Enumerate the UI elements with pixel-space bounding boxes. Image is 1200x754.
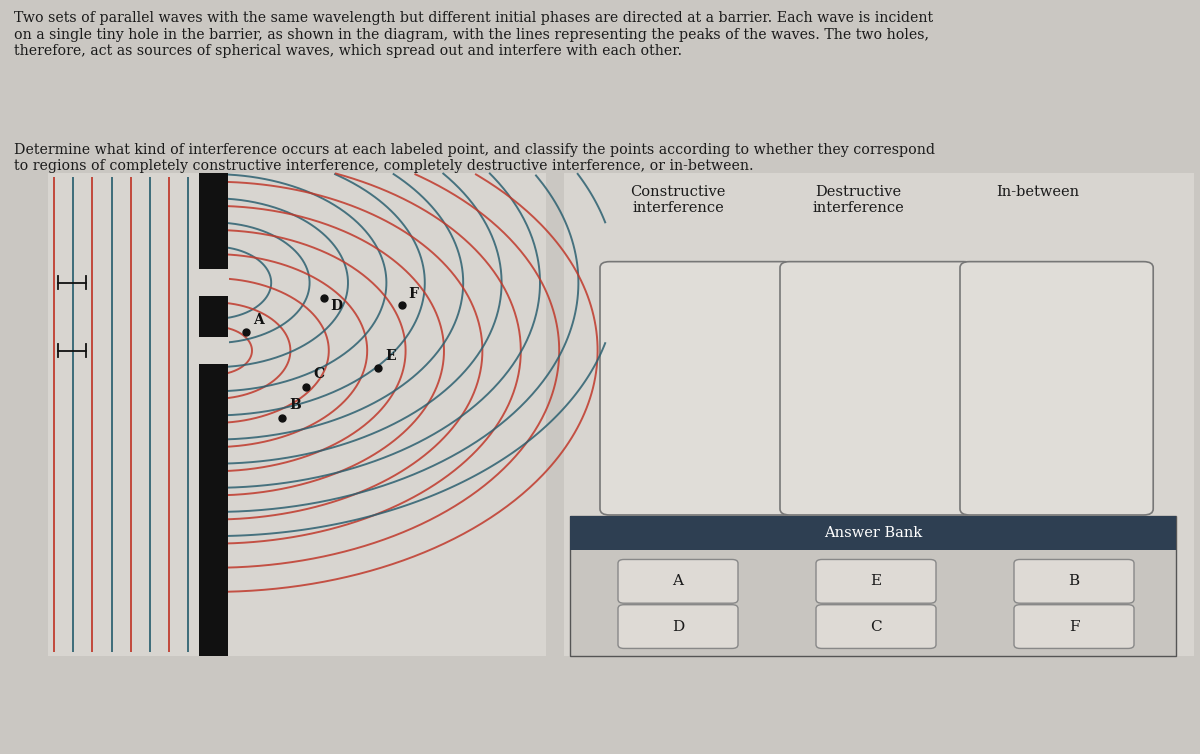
FancyBboxPatch shape <box>816 559 936 603</box>
Text: Constructive
interference: Constructive interference <box>630 185 726 215</box>
Text: B: B <box>289 398 301 412</box>
FancyBboxPatch shape <box>618 559 738 603</box>
Text: D: D <box>672 620 684 633</box>
FancyBboxPatch shape <box>960 262 1153 515</box>
Text: E: E <box>870 575 882 588</box>
Bar <box>199 173 228 656</box>
FancyBboxPatch shape <box>600 262 793 515</box>
Text: C: C <box>313 366 324 381</box>
Text: A: A <box>672 575 684 588</box>
Text: Answer Bank: Answer Bank <box>824 526 922 541</box>
Bar <box>198 269 229 296</box>
FancyBboxPatch shape <box>816 605 936 648</box>
Text: Two sets of parallel waves with the same wavelength but different initial phases: Two sets of parallel waves with the same… <box>14 11 934 58</box>
Text: B: B <box>1068 575 1080 588</box>
Bar <box>570 516 1176 550</box>
Text: F: F <box>1069 620 1079 633</box>
Text: A: A <box>253 313 264 327</box>
Text: C: C <box>870 620 882 633</box>
Bar <box>48 173 546 656</box>
Text: F: F <box>408 287 418 301</box>
Bar <box>570 516 1176 656</box>
FancyBboxPatch shape <box>780 262 973 515</box>
Text: Determine what kind of interference occurs at each labeled point, and classify t: Determine what kind of interference occu… <box>14 143 936 173</box>
Text: Destructive
interference: Destructive interference <box>812 185 904 215</box>
FancyBboxPatch shape <box>1014 605 1134 648</box>
FancyBboxPatch shape <box>618 605 738 648</box>
Text: D: D <box>330 299 342 313</box>
Text: E: E <box>385 349 396 363</box>
Bar <box>564 173 1194 656</box>
Text: In-between: In-between <box>996 185 1080 199</box>
FancyBboxPatch shape <box>1014 559 1134 603</box>
Bar <box>198 337 229 364</box>
